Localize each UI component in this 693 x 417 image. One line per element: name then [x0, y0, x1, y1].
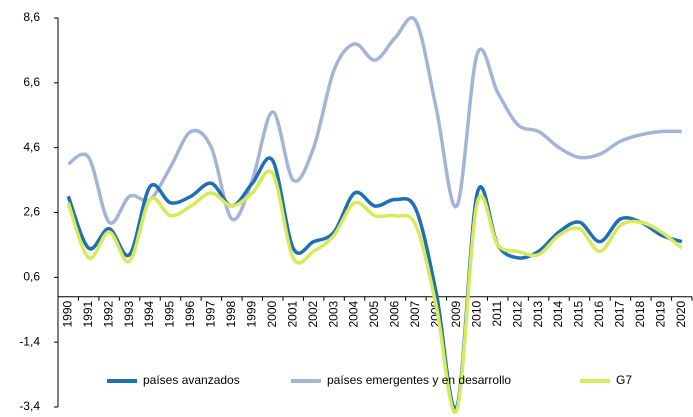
x-tick-label: 2020 — [674, 300, 688, 327]
x-tick-label: 1994 — [142, 300, 156, 327]
x-tick-label: 2015 — [572, 300, 586, 327]
series-line — [67, 16, 682, 225]
x-tick-label: 2017 — [613, 300, 627, 327]
x-tick-label: 2000 — [265, 300, 279, 327]
legend-label: países emergentes y en desarrollo — [327, 373, 511, 387]
x-tick-label: 2010 — [469, 300, 483, 327]
y-tick-label: 0,6 — [23, 270, 40, 284]
legend-label: G7 — [616, 373, 632, 387]
x-tick-label: 2013 — [531, 300, 545, 327]
x-tick-label: 2012 — [510, 300, 524, 327]
x-tick-label: 1999 — [244, 300, 258, 327]
x-tick-label: 2003 — [326, 300, 340, 327]
y-tick-label: 4,6 — [23, 140, 40, 154]
series-line — [66, 169, 683, 415]
x-tick-label: 2001 — [285, 300, 299, 327]
x-tick-label: 2007 — [408, 300, 422, 327]
x-tick-label: 1992 — [101, 300, 115, 327]
x-tick-label: 2018 — [633, 300, 647, 327]
x-tick-label: 2002 — [306, 300, 320, 327]
x-tick-label: 2014 — [551, 300, 565, 327]
x-tick-label: 1995 — [163, 300, 177, 327]
x-tick-label: 2004 — [347, 300, 361, 327]
x-tick-label: 1997 — [204, 300, 218, 327]
x-tick-label: 2009 — [449, 300, 463, 327]
x-tick-label: 2016 — [592, 300, 606, 327]
x-tick-label: 2011 — [490, 300, 504, 326]
y-tick-label: 8,6 — [23, 10, 40, 24]
x-tick-label: 2006 — [388, 300, 402, 327]
x-tick-label: 1993 — [122, 300, 136, 327]
x-tick-label: 2005 — [367, 300, 381, 327]
y-tick-label: 2,6 — [23, 205, 40, 219]
x-tick-label: 2019 — [653, 300, 667, 327]
y-tick-label: 6,6 — [23, 75, 40, 89]
series-line — [66, 156, 683, 411]
x-tick-label: 1998 — [224, 300, 238, 327]
y-tick-label: -1,4 — [19, 334, 40, 348]
x-tick-label: 1991 — [81, 300, 95, 327]
x-tick-label: 1990 — [60, 300, 74, 327]
legend-label: países avanzados — [143, 373, 240, 387]
y-tick-label: -3,4 — [19, 399, 40, 413]
x-tick-label: 1996 — [183, 300, 197, 327]
